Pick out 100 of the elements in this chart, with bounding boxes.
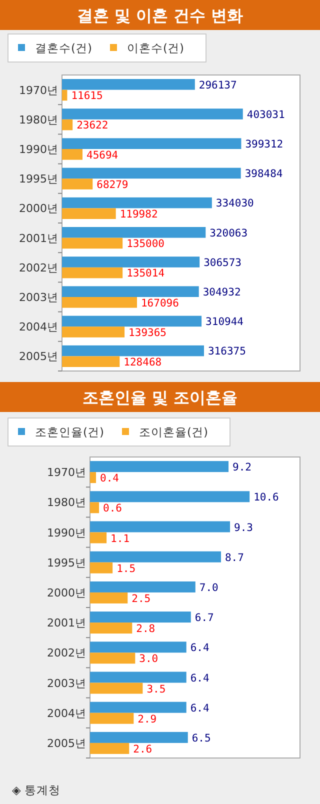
data-label: 45694 [86, 149, 118, 162]
bar [90, 682, 143, 694]
data-label: 135014 [126, 268, 165, 280]
bar [62, 286, 199, 297]
bar [62, 108, 243, 120]
y-tick-label: 1995년 [47, 556, 86, 570]
data-label: 3.0 [139, 653, 158, 666]
y-tick-label: 2000년 [47, 586, 86, 600]
y-tick-label: 2004년 [47, 706, 86, 720]
data-label: 304932 [202, 286, 241, 298]
bar [62, 90, 68, 101]
bar [90, 742, 130, 754]
bar [90, 581, 196, 592]
bar [90, 521, 230, 532]
bar [62, 256, 200, 268]
data-label: 2.5 [132, 592, 151, 605]
data-label: 135000 [126, 238, 165, 250]
data-label: 2.8 [136, 623, 156, 636]
bar [62, 138, 242, 149]
y-tick-label: 2000년 [19, 202, 58, 216]
bar [90, 551, 221, 562]
y-tick-label: 1980년 [19, 113, 58, 126]
bar [62, 316, 202, 327]
data-label: 11615 [71, 90, 103, 102]
y-tick-label: 1990년 [19, 143, 58, 156]
data-label: 10.6 [254, 492, 279, 504]
y-tick-label: 2004년 [19, 320, 58, 334]
bar [62, 238, 123, 249]
bar [62, 168, 241, 179]
bar [90, 732, 188, 743]
bar [90, 562, 113, 574]
data-label: 9.2 [232, 462, 252, 474]
bar [62, 345, 204, 356]
bar [90, 622, 132, 634]
data-label: 316375 [208, 346, 246, 358]
data-label: 310944 [206, 316, 244, 328]
bar [90, 502, 100, 514]
bar [62, 326, 125, 338]
bar [90, 461, 229, 472]
data-label: 398484 [244, 168, 283, 180]
bar [90, 712, 134, 724]
y-tick-label: 2003년 [47, 676, 86, 690]
bar [90, 652, 136, 664]
bar [90, 672, 186, 683]
bar [62, 356, 120, 367]
bar [62, 178, 93, 190]
bar [62, 197, 212, 208]
bar [90, 592, 128, 604]
data-label: 6.4 [190, 702, 210, 714]
bar [90, 472, 96, 484]
data-label: 403031 [246, 108, 285, 121]
bar [62, 297, 137, 308]
y-tick-label: 1995년 [19, 172, 58, 186]
y-tick-label: 2001년 [47, 616, 86, 630]
data-label: 68279 [96, 178, 128, 191]
data-label: 8.7 [224, 552, 244, 564]
data-label: 0.6 [103, 502, 122, 515]
text: ◈ 통계청 [12, 783, 60, 797]
y-tick-label: 2002년 [47, 646, 86, 660]
legend-label: 조이혼율(건) [138, 425, 208, 439]
data-label: 9.3 [234, 522, 253, 534]
data-label: 6.4 [190, 672, 210, 684]
y-tick-label: 1990년 [47, 526, 86, 540]
y-tick-label: 2003년 [19, 291, 58, 304]
y-tick-label: 2005년 [19, 350, 58, 364]
y-tick-label: 2002년 [19, 261, 58, 274]
data-label: 2.9 [138, 713, 157, 726]
data-label: 167096 [140, 297, 179, 310]
data-label: 6.5 [192, 732, 211, 744]
legend-label: 이혼수(건) [126, 41, 184, 55]
bar [62, 267, 123, 278]
data-label: 1.1 [110, 532, 130, 545]
data-label: 0.4 [100, 472, 119, 485]
legend-label: 결혼수(건) [35, 41, 92, 55]
data-label: 6.7 [194, 612, 214, 624]
data-label: 3.5 [146, 683, 166, 696]
data-label: 306573 [204, 256, 242, 269]
data-label: 7.0 [199, 582, 218, 594]
bar [90, 491, 250, 502]
y-tick-label: 1980년 [47, 496, 86, 510]
bar [90, 612, 191, 623]
data-label: 334030 [216, 198, 254, 210]
y-tick-label: 2001년 [19, 232, 58, 245]
bar [62, 79, 195, 90]
data-label: 2.6 [133, 743, 152, 756]
data-label: 23622 [76, 120, 108, 132]
data-label: 320063 [210, 227, 248, 240]
y-tick-label: 2005년 [47, 736, 86, 750]
bar [62, 149, 83, 160]
data-label: 296137 [198, 79, 237, 92]
data-label: 1.5 [116, 562, 136, 575]
data-label: 399312 [245, 138, 284, 150]
bar [62, 208, 116, 219]
data-label: 128468 [124, 356, 162, 368]
legend-label: 조혼인율(건) [35, 425, 104, 439]
data-label: 139365 [128, 326, 166, 339]
data-label: 119982 [120, 208, 158, 220]
data-label: 6.4 [190, 642, 210, 654]
bar [62, 227, 206, 238]
chart-title: 결혼 및 이혼 건수 변화 [76, 6, 244, 25]
